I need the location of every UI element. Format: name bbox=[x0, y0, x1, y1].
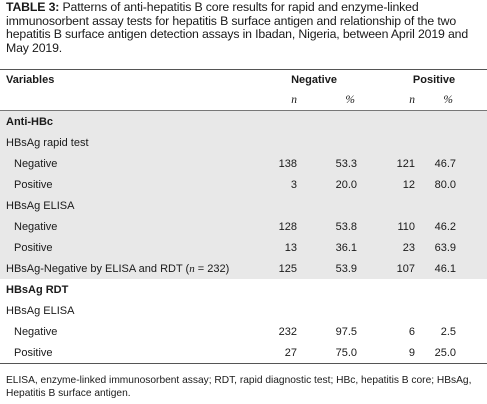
cell-positive-n bbox=[381, 279, 415, 300]
cell-negative-n bbox=[247, 279, 297, 300]
cell-positive-n: 121 bbox=[381, 153, 416, 174]
header-positive: Positive bbox=[381, 69, 487, 90]
subheader-n-positive: n bbox=[381, 90, 416, 111]
cell-negative-n: 27 bbox=[247, 342, 297, 364]
table-body: Anti-HBc HBsAg rapid test Negative 138 53.3 1… bbox=[0, 110, 487, 364]
cell-positive-n: 12 bbox=[381, 174, 416, 195]
cell-positive-pct bbox=[415, 279, 487, 300]
cell-positive-pct bbox=[415, 132, 487, 153]
cell-positive-n: 9 bbox=[381, 342, 416, 364]
cell-negative-pct: 53.3 bbox=[297, 153, 382, 174]
table-row: Negative 128 53.8 110 46.2 bbox=[0, 216, 487, 237]
header-variables: Variables bbox=[0, 69, 247, 90]
cell-positive-n: 107 bbox=[381, 258, 416, 279]
subheader-pct-negative: % bbox=[297, 90, 382, 111]
row-label-post: = 232) bbox=[194, 262, 230, 275]
row-label-pre: HBsAg-Negative by ELISA and RDT ( bbox=[6, 262, 190, 275]
row-label: HBsAg RDT bbox=[6, 283, 69, 296]
row-label: Negative bbox=[14, 325, 58, 338]
cell-negative-pct: 53.9 bbox=[297, 258, 382, 279]
cell-positive-n bbox=[381, 110, 416, 132]
cell-negative-n bbox=[247, 195, 297, 216]
cell-positive-n bbox=[381, 300, 415, 321]
table-row: Negative 138 53.3 121 46.7 bbox=[0, 153, 487, 174]
cell-positive-n: 110 bbox=[381, 216, 416, 237]
cell-positive-pct bbox=[415, 110, 487, 132]
table-row: HBsAg-Negative by ELISA and RDT (n = 232… bbox=[0, 258, 487, 279]
subheader-n-negative: n bbox=[247, 90, 297, 111]
table-row: HBsAg RDT bbox=[0, 279, 487, 300]
cell-positive-pct: 46.2 bbox=[415, 216, 487, 237]
cell-negative-pct bbox=[297, 300, 381, 321]
row-label: HBsAg ELISA bbox=[6, 304, 75, 317]
cell-negative-pct: 53.8 bbox=[297, 216, 382, 237]
cell-positive-pct bbox=[415, 195, 487, 216]
row-label: Anti-HBc bbox=[0, 110, 247, 132]
cell-negative-n: 125 bbox=[247, 258, 297, 279]
cell-negative-pct: 97.5 bbox=[335, 325, 358, 338]
table-caption: TABLE 3: Patterns of anti-hepatitis B co… bbox=[6, 0, 482, 55]
table-row: HBsAg rapid test bbox=[0, 132, 487, 153]
results-table: Variables Negative Positive n % n % Anti… bbox=[0, 69, 487, 364]
table-row: HBsAg ELISA bbox=[0, 300, 487, 321]
cell-positive-pct: 46.7 bbox=[415, 153, 487, 174]
table-row: HBsAg ELISA bbox=[0, 195, 487, 216]
subheader-pct-positive: % bbox=[415, 90, 487, 111]
header-row: Variables Negative Positive bbox=[0, 69, 487, 90]
cell-positive-pct: 80.0 bbox=[415, 174, 487, 195]
cell-positive-n: 23 bbox=[381, 237, 416, 258]
row-label: Positive bbox=[0, 237, 247, 258]
cell-negative-n bbox=[247, 300, 297, 321]
row-label: Positive bbox=[0, 342, 247, 364]
cell-negative-pct: 75.0 bbox=[297, 342, 382, 364]
row-label: HBsAg rapid test bbox=[0, 132, 247, 153]
cell-positive-n bbox=[381, 195, 416, 216]
cell-positive-n: 6 bbox=[408, 325, 416, 338]
subheader-row: n % n % bbox=[0, 90, 487, 111]
cell-positive-n bbox=[381, 132, 416, 153]
cell-positive-pct bbox=[415, 300, 487, 321]
table-row: Positive 27 75.0 9 25.0 bbox=[0, 342, 487, 364]
cell-negative-n bbox=[247, 110, 297, 132]
table-footnote: ELISA, enzyme-linked immunosorbent assay… bbox=[6, 375, 472, 399]
cell-negative-n: 3 bbox=[247, 174, 297, 195]
row-label-n: n bbox=[189, 262, 195, 275]
table-row: Negative 232 97.5 6 2.5 bbox=[0, 321, 487, 342]
cell-negative-n: 128 bbox=[247, 216, 297, 237]
cell-positive-pct: 2.5 bbox=[440, 325, 457, 338]
cell-positive-pct: 25.0 bbox=[415, 342, 487, 364]
cell-negative-pct bbox=[297, 279, 381, 300]
cell-negative-pct bbox=[297, 132, 382, 153]
caption-text: Patterns of anti-hepatitis B core result… bbox=[6, 0, 469, 55]
cell-positive-pct: 46.1 bbox=[415, 258, 487, 279]
cell-negative-pct: 36.1 bbox=[297, 237, 382, 258]
table-row: Positive 13 36.1 23 63.9 bbox=[0, 237, 487, 258]
cell-negative-n: 138 bbox=[247, 153, 297, 174]
row-label: Negative bbox=[0, 153, 247, 174]
row-label: Positive bbox=[0, 174, 247, 195]
header-negative: Negative bbox=[247, 69, 382, 90]
cell-negative-pct bbox=[297, 110, 382, 132]
row-label: Negative bbox=[0, 216, 247, 237]
cell-negative-n bbox=[247, 132, 297, 153]
cell-negative-pct bbox=[297, 195, 382, 216]
cell-negative-pct: 20.0 bbox=[297, 174, 382, 195]
row-label: HBsAg-Negative by ELISA and RDT (n = 232… bbox=[0, 258, 247, 279]
cell-positive-pct: 63.9 bbox=[415, 237, 487, 258]
cell-negative-n: 232 bbox=[278, 325, 297, 338]
row-label: HBsAg ELISA bbox=[0, 195, 247, 216]
cell-negative-n: 13 bbox=[247, 237, 297, 258]
caption-label: TABLE 3: bbox=[6, 0, 60, 14]
table-row: Positive 3 20.0 12 80.0 bbox=[0, 174, 487, 195]
table-row: Anti-HBc bbox=[0, 110, 487, 132]
